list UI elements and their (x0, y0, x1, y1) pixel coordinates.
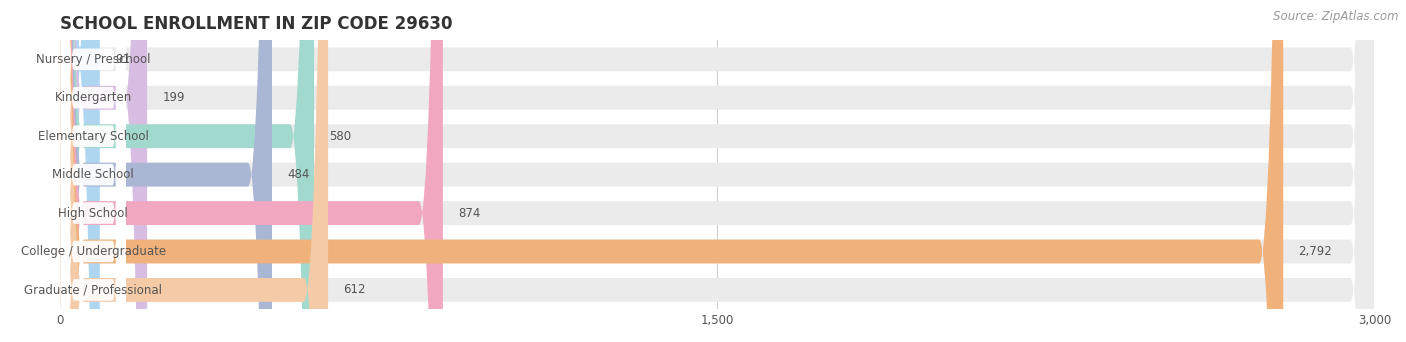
Text: Source: ZipAtlas.com: Source: ZipAtlas.com (1274, 10, 1399, 23)
FancyBboxPatch shape (60, 0, 1375, 342)
Text: 484: 484 (287, 168, 309, 181)
FancyBboxPatch shape (60, 0, 1375, 342)
Text: College / Undergraduate: College / Undergraduate (21, 245, 166, 258)
FancyBboxPatch shape (60, 0, 125, 342)
FancyBboxPatch shape (60, 0, 125, 342)
Text: SCHOOL ENROLLMENT IN ZIP CODE 29630: SCHOOL ENROLLMENT IN ZIP CODE 29630 (60, 15, 453, 33)
FancyBboxPatch shape (60, 0, 125, 342)
FancyBboxPatch shape (60, 0, 271, 342)
Text: 91: 91 (115, 53, 131, 66)
FancyBboxPatch shape (60, 0, 148, 342)
FancyBboxPatch shape (60, 0, 100, 342)
Text: 199: 199 (163, 91, 186, 104)
FancyBboxPatch shape (60, 0, 125, 342)
FancyBboxPatch shape (60, 0, 328, 342)
FancyBboxPatch shape (60, 0, 1375, 342)
FancyBboxPatch shape (60, 0, 125, 342)
Text: Graduate / Professional: Graduate / Professional (24, 284, 162, 297)
Text: 612: 612 (343, 284, 366, 297)
Text: Middle School: Middle School (52, 168, 134, 181)
FancyBboxPatch shape (60, 0, 1375, 342)
FancyBboxPatch shape (60, 0, 1284, 342)
FancyBboxPatch shape (60, 0, 1375, 342)
Text: Nursery / Preschool: Nursery / Preschool (37, 53, 150, 66)
Text: Elementary School: Elementary School (38, 130, 149, 143)
FancyBboxPatch shape (60, 0, 125, 342)
FancyBboxPatch shape (60, 0, 1375, 342)
Text: High School: High School (59, 207, 128, 220)
Text: Kindergarten: Kindergarten (55, 91, 132, 104)
Text: 2,792: 2,792 (1299, 245, 1333, 258)
FancyBboxPatch shape (60, 0, 125, 342)
FancyBboxPatch shape (60, 0, 443, 342)
Text: 580: 580 (329, 130, 352, 143)
Text: 874: 874 (458, 207, 481, 220)
FancyBboxPatch shape (60, 0, 1375, 342)
FancyBboxPatch shape (60, 0, 314, 342)
